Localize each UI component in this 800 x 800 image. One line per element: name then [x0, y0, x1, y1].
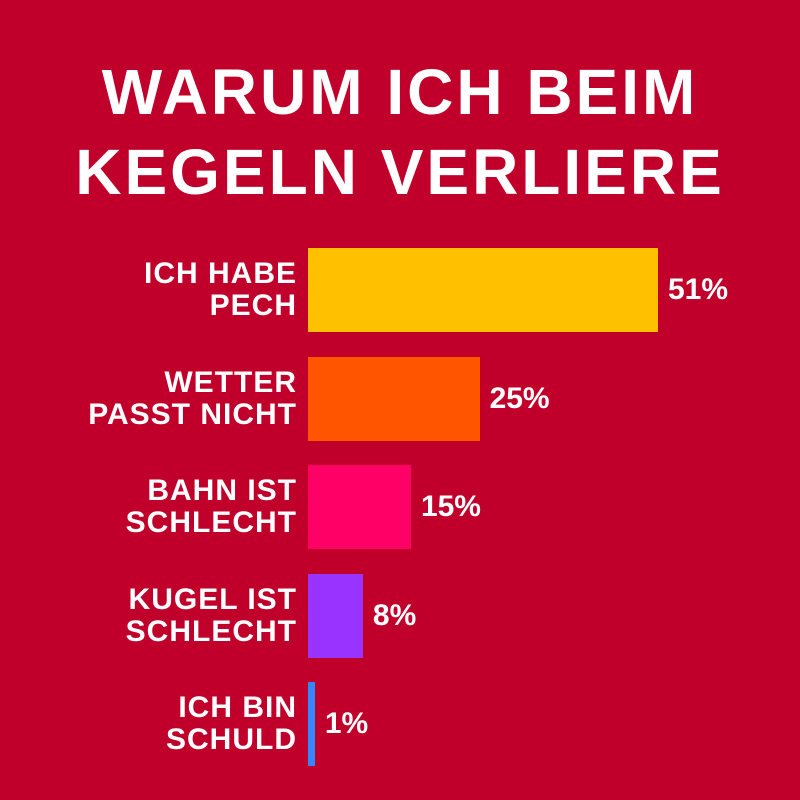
category-label: BAHN IST SCHLECHT [125, 474, 297, 539]
category-label: ICH HABE PECH [143, 257, 297, 322]
chart-title: WARUM ICH BEIM KEGELN VERLIERE [75, 56, 725, 208]
category-label: ICH BIN SCHULD [166, 691, 297, 756]
bar [308, 465, 411, 549]
category-label: WETTER PASST NICHT [88, 365, 297, 431]
value-label: 8% [372, 598, 417, 632]
value-label: 15% [420, 490, 481, 523]
bar [308, 356, 480, 441]
value-label: 25% [489, 381, 550, 415]
value-label: 1% [324, 707, 369, 740]
category-label: KUGEL IST SCHLECHT [125, 582, 297, 648]
bar [308, 682, 315, 766]
bar [308, 573, 363, 658]
value-label: 51% [668, 273, 729, 306]
bar [308, 248, 658, 332]
